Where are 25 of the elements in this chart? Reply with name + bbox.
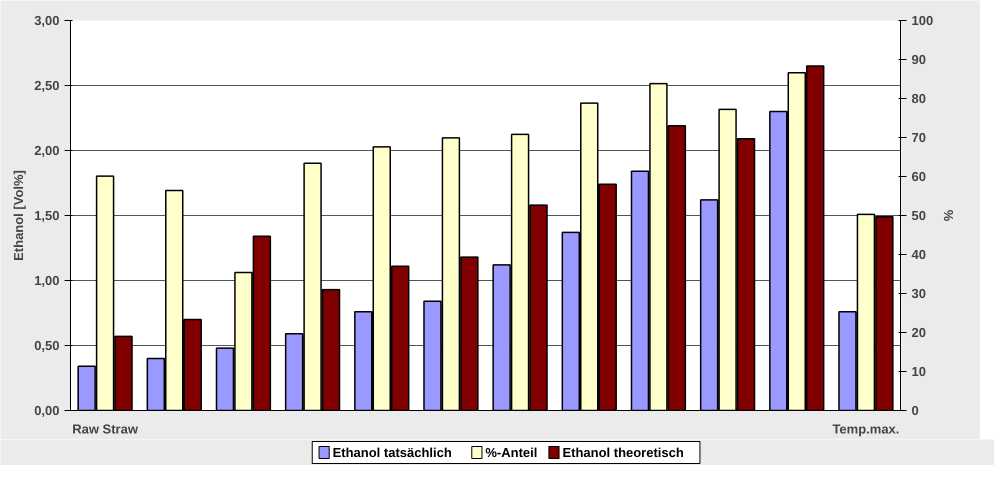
y2-tick-label: 40 bbox=[912, 247, 926, 262]
y2-tick-label: 60 bbox=[912, 169, 926, 184]
y-axis-title: Ethanol [Vol%] bbox=[11, 170, 26, 261]
legend-label: %-Anteil bbox=[485, 445, 538, 460]
y-tick-label: 1,00 bbox=[34, 273, 60, 288]
y2-tick-label: 10 bbox=[912, 364, 926, 379]
y2-tick-label: 70 bbox=[912, 130, 926, 145]
y2-tick-label: 50 bbox=[912, 208, 926, 223]
legend-label: Ethanol theoretisch bbox=[562, 445, 684, 460]
y2-tick-label: 20 bbox=[912, 325, 926, 340]
x-tick-label: Temp.max. bbox=[832, 422, 900, 436]
y2-tick-label: 90 bbox=[912, 52, 926, 67]
y-tick-label: 0,50 bbox=[34, 338, 60, 353]
y-tick-label: 3,00 bbox=[34, 13, 60, 28]
y-tick-label: 2,00 bbox=[34, 143, 60, 158]
x-tick-label: Raw Straw bbox=[72, 422, 139, 436]
y2-tick-label: 100 bbox=[912, 13, 934, 28]
y2-tick-label: 80 bbox=[912, 91, 926, 106]
y2-tick-label: 0 bbox=[912, 403, 919, 418]
legend-label: Ethanol tatsächlich bbox=[332, 445, 452, 460]
y2-tick-label: 30 bbox=[912, 286, 926, 301]
y2-axis-title: % bbox=[941, 210, 956, 222]
y-tick-label: 2,50 bbox=[34, 78, 60, 93]
y-tick-label: 0,00 bbox=[34, 403, 60, 418]
y-tick-label: 1,50 bbox=[34, 208, 60, 223]
